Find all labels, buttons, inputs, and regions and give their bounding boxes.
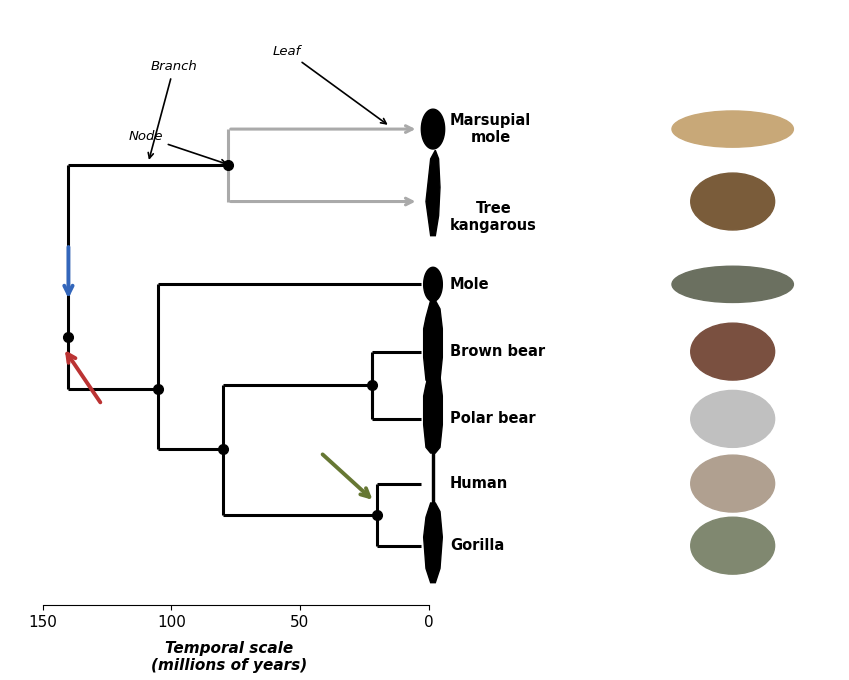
Text: Gorilla: Gorilla xyxy=(450,538,504,554)
Text: Mole: Mole xyxy=(450,277,490,292)
Text: Tree
kangarous: Tree kangarous xyxy=(450,201,537,233)
Polygon shape xyxy=(421,109,445,149)
Text: Human: Human xyxy=(450,476,509,491)
X-axis label: Temporal scale
(millions of years): Temporal scale (millions of years) xyxy=(151,641,307,673)
Text: Brown bear: Brown bear xyxy=(450,344,545,359)
Polygon shape xyxy=(424,267,442,301)
Ellipse shape xyxy=(691,390,774,447)
Ellipse shape xyxy=(691,455,774,512)
Polygon shape xyxy=(424,301,442,386)
Ellipse shape xyxy=(691,323,774,380)
Text: Marsupial
mole: Marsupial mole xyxy=(450,113,531,146)
Polygon shape xyxy=(431,413,435,555)
Text: Leaf: Leaf xyxy=(273,45,386,124)
Text: Polar bear: Polar bear xyxy=(450,411,536,426)
Ellipse shape xyxy=(672,267,793,303)
Text: Node: Node xyxy=(128,131,226,165)
Polygon shape xyxy=(424,368,442,453)
Ellipse shape xyxy=(672,111,793,147)
Polygon shape xyxy=(424,503,442,583)
Text: Branch: Branch xyxy=(149,61,197,158)
Ellipse shape xyxy=(691,173,774,230)
Ellipse shape xyxy=(691,517,774,574)
Polygon shape xyxy=(426,150,440,236)
